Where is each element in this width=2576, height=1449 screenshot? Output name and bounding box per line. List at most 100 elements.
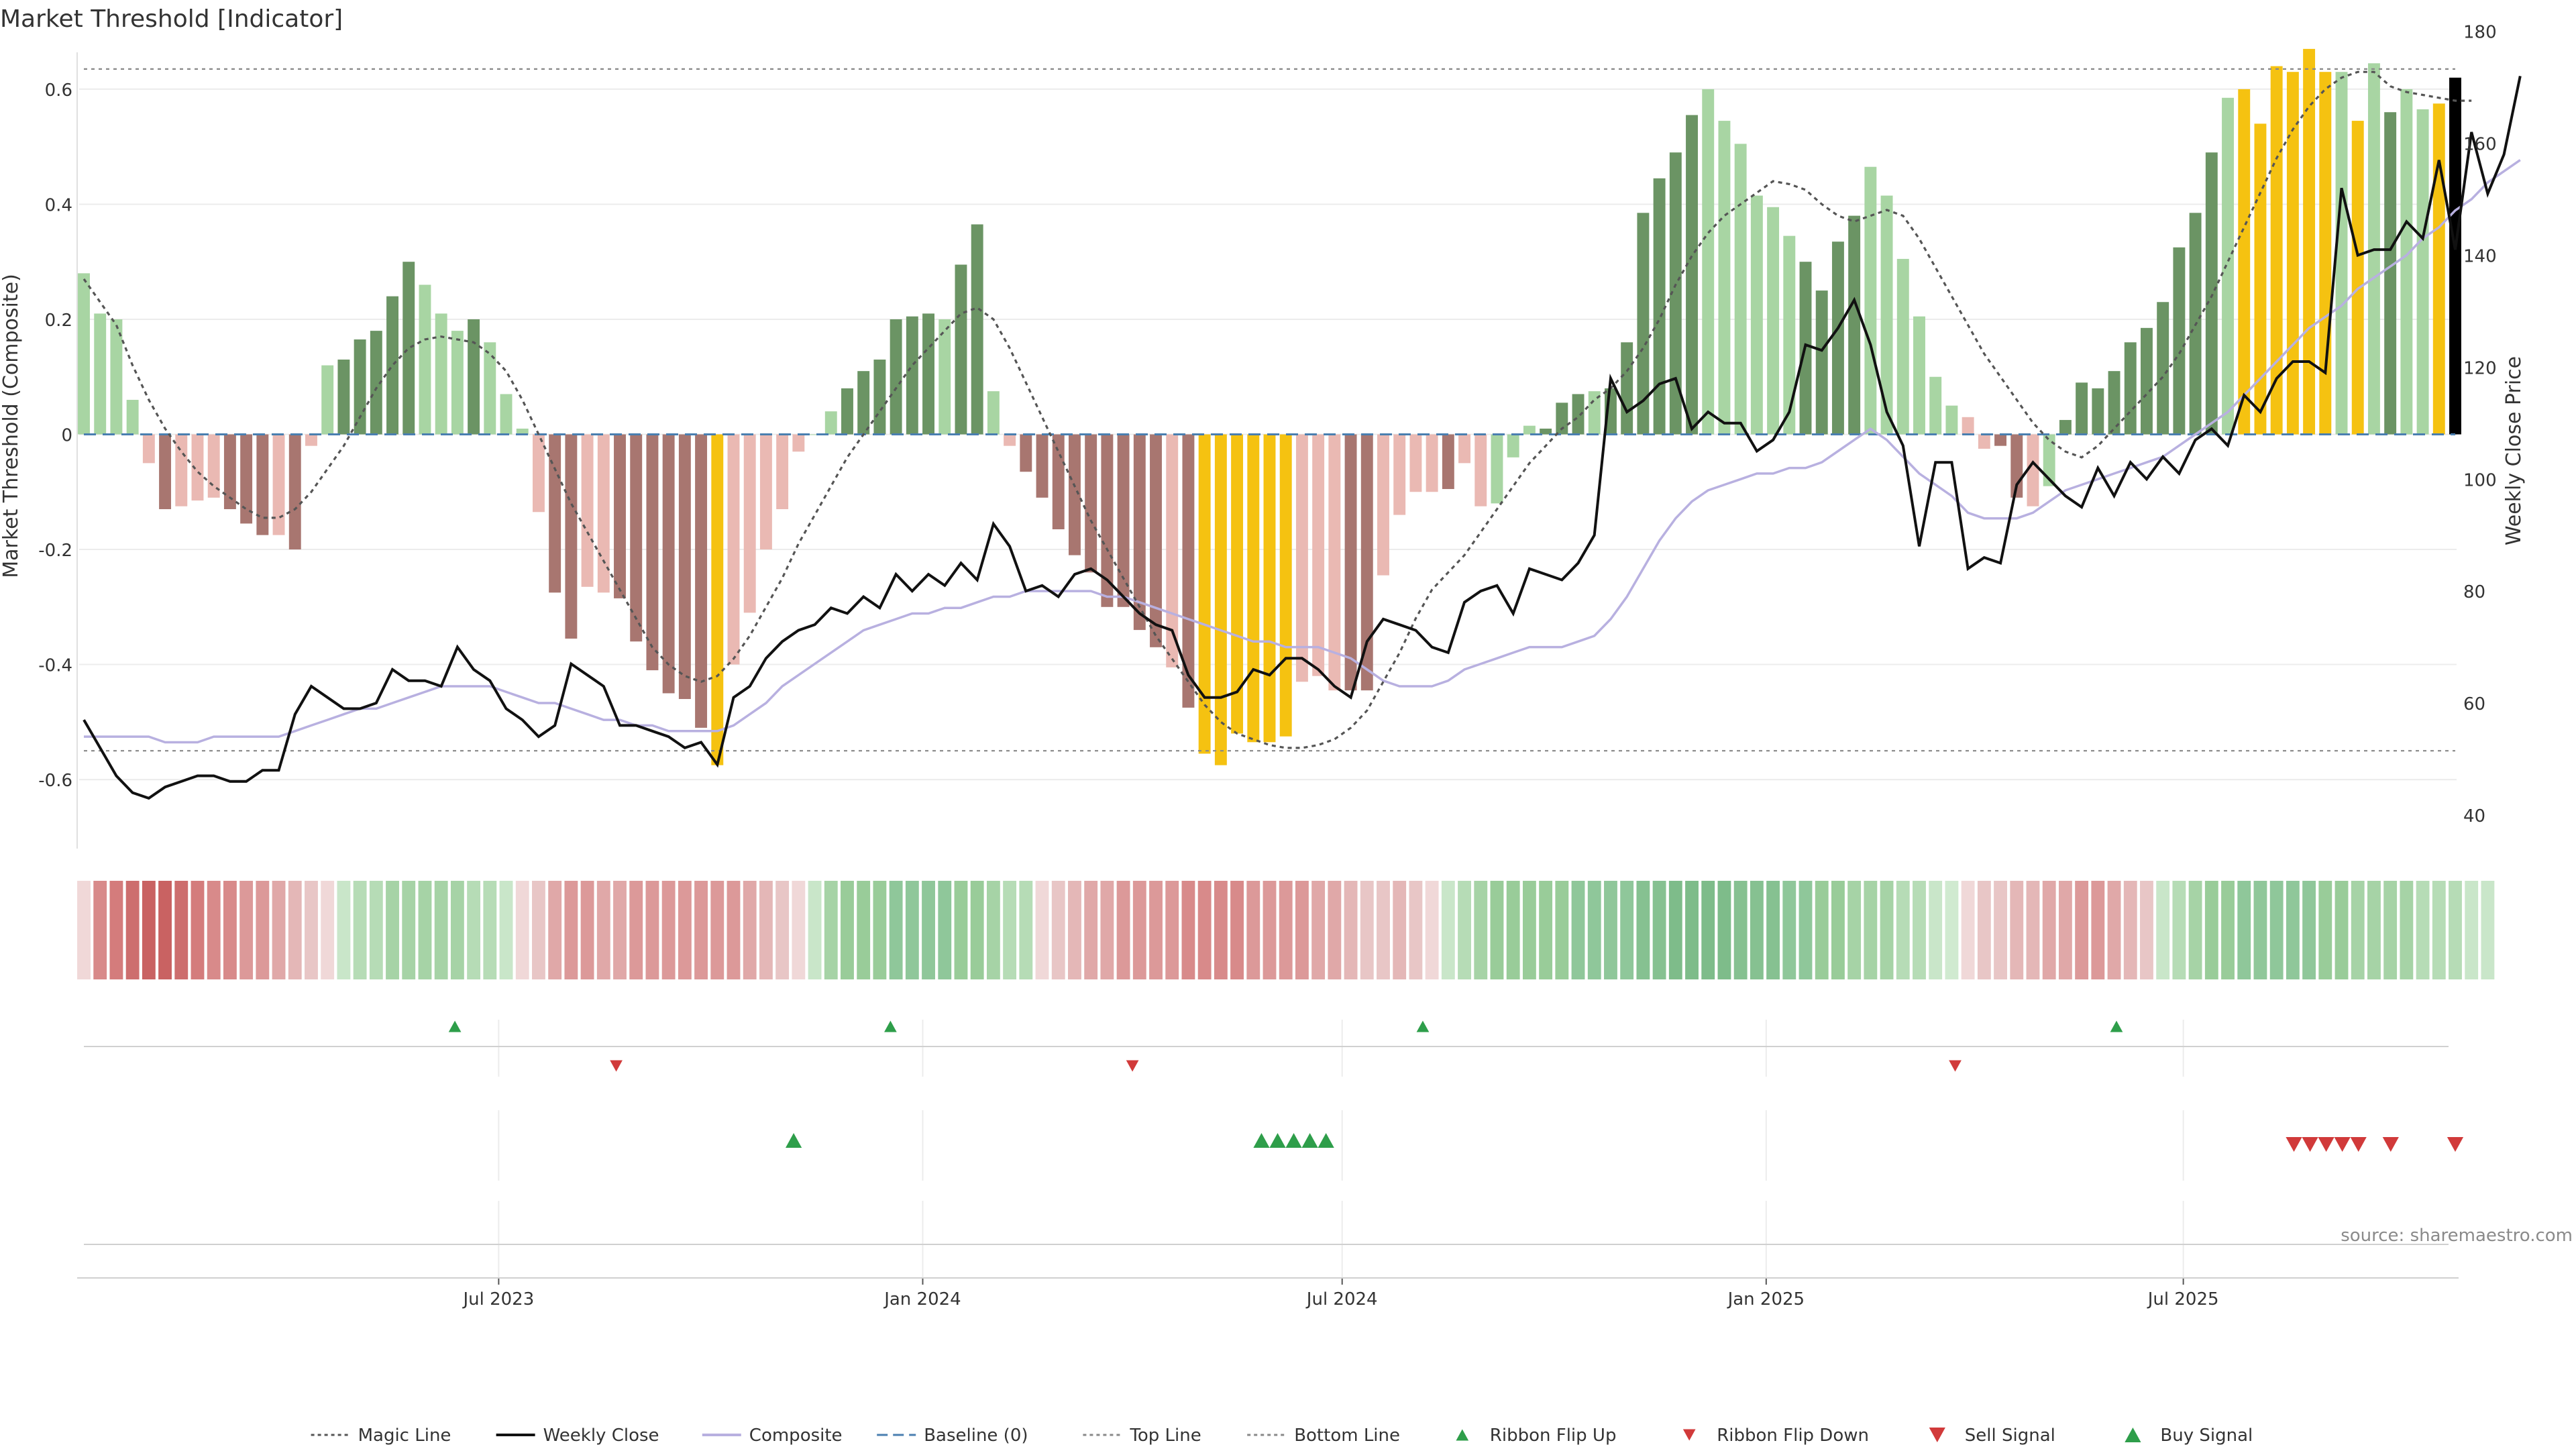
- composite-bar: [419, 284, 431, 435]
- ribbon-cell: [1409, 881, 1423, 979]
- composite-bar: [94, 313, 107, 435]
- composite-bar: [906, 316, 918, 435]
- ribbon-cell: [759, 881, 773, 979]
- composite-bar: [305, 434, 317, 446]
- ribbon-cell: [434, 881, 448, 979]
- sell-signal-marker: [2286, 1137, 2302, 1152]
- y-right-tick-label: 60: [2463, 694, 2485, 714]
- ribbon-cell: [1132, 881, 1146, 979]
- ribbon-cell: [2351, 881, 2365, 979]
- legend-label: Buy Signal: [2160, 1426, 2253, 1446]
- buy-signal-marker: [1318, 1133, 1334, 1148]
- composite-bar: [776, 434, 789, 509]
- ribbon-cell: [841, 881, 854, 979]
- composite-bar: [386, 296, 398, 435]
- composite-bar: [1247, 434, 1260, 743]
- ribbon-cell: [1295, 881, 1309, 979]
- ribbon-cell: [1539, 881, 1553, 979]
- ribbon-cell: [1685, 881, 1699, 979]
- ribbon-cell: [1587, 881, 1601, 979]
- ribbon-cell: [694, 881, 708, 979]
- ribbon-cell: [727, 881, 741, 979]
- composite-bar: [1718, 121, 1731, 435]
- ribbon-cell: [353, 881, 367, 979]
- ribbon-cell: [1717, 881, 1731, 979]
- ribbon-cell: [548, 881, 562, 979]
- composite-bar: [1377, 434, 1389, 576]
- ribbon-cell: [629, 881, 643, 979]
- composite-bar: [1848, 215, 1861, 435]
- composite-bar: [2043, 434, 2055, 486]
- ribbon-cell: [2481, 881, 2495, 979]
- ribbon-cell: [418, 881, 432, 979]
- composite-bar: [2432, 103, 2445, 435]
- x-tick-label: Jul 2025: [2147, 1289, 2219, 1309]
- ribbon-cell: [499, 881, 513, 979]
- composite-bar: [614, 434, 626, 598]
- y-right-tick-label: 160: [2463, 135, 2497, 155]
- ribbon-cell: [1896, 881, 1910, 979]
- ribbon-cell: [239, 881, 254, 979]
- composite-bar: [126, 400, 139, 435]
- ribbon-cell: [2465, 881, 2479, 979]
- composite-bar: [1994, 434, 2007, 446]
- ribbon-cell: [1977, 881, 1991, 979]
- composite-bar: [1474, 434, 1487, 506]
- axes: 0.6 0.4 0.2 0 -0.2 -0.4 -0.6 180 160 140 120 100 80 6…: [38, 23, 2496, 1309]
- composite-bar: [1734, 144, 1747, 435]
- ribbon-cell: [580, 881, 594, 979]
- ribbon-cell: [1181, 881, 1195, 979]
- ribbon-cell: [905, 881, 919, 979]
- composite-bar: [2124, 342, 2137, 435]
- composite-bar: [1117, 434, 1130, 607]
- y-left-tick-label: -0.2: [38, 541, 72, 561]
- x-tick-label: Jul 2024: [1305, 1289, 1378, 1309]
- ribbon-cell: [2204, 881, 2218, 979]
- ribbon-cell: [808, 881, 822, 979]
- ribbon-cell: [1636, 881, 1650, 979]
- x-tick-label: Jul 2023: [462, 1289, 534, 1309]
- ribbon-cell: [1360, 881, 1374, 979]
- composite-bar: [1815, 290, 1828, 435]
- ribbon-cell: [1344, 881, 1358, 979]
- composite-bar: [1182, 434, 1195, 708]
- ribbon-cell: [2432, 881, 2446, 979]
- composite-bar: [1637, 213, 1650, 435]
- ribbon-cell: [386, 881, 399, 979]
- legend-label: Baseline (0): [924, 1426, 1028, 1446]
- ribbon-cell: [857, 881, 871, 979]
- sell-signal-marker: [2302, 1137, 2318, 1152]
- composite-bar: [662, 434, 675, 694]
- composite-bar: [630, 434, 643, 642]
- legend-label: Bottom Line: [1294, 1426, 1400, 1446]
- y-left-tick-label: 0: [61, 426, 72, 446]
- composite-bar: [1540, 428, 1552, 435]
- ribbon-cell: [1328, 881, 1342, 979]
- composite-bar: [240, 434, 253, 524]
- composite-bar: [1929, 376, 1942, 435]
- ribbon-flip-up-marker: [448, 1020, 462, 1032]
- ribbon-cell: [1393, 881, 1407, 979]
- composite-bar: [2303, 48, 2316, 435]
- composite-bar: [857, 371, 870, 435]
- ribbon-cell: [77, 881, 91, 979]
- ribbon-cell: [256, 881, 270, 979]
- ribbon-cell: [2221, 881, 2235, 979]
- composite-bar: [191, 434, 204, 501]
- composite-bar: [581, 434, 594, 587]
- ribbon-cell: [1425, 881, 1439, 979]
- composite-bar: [824, 411, 837, 435]
- ribbon-cell: [1263, 881, 1277, 979]
- ribbon-cell: [1279, 881, 1293, 979]
- composite-bar: [288, 434, 301, 550]
- legend-label: Top Line: [1129, 1426, 1201, 1446]
- sell-signal-marker: [2382, 1137, 2399, 1152]
- ribbon-cell: [1441, 881, 1455, 979]
- ribbon-cell: [2318, 881, 2332, 979]
- series-lines: [83, 70, 2522, 800]
- ribbon-cell: [1880, 881, 1894, 979]
- y-right-tick-label: 100: [2463, 470, 2497, 490]
- ribbon-cell: [1847, 881, 1862, 979]
- ribbon-cell: [1068, 881, 1081, 979]
